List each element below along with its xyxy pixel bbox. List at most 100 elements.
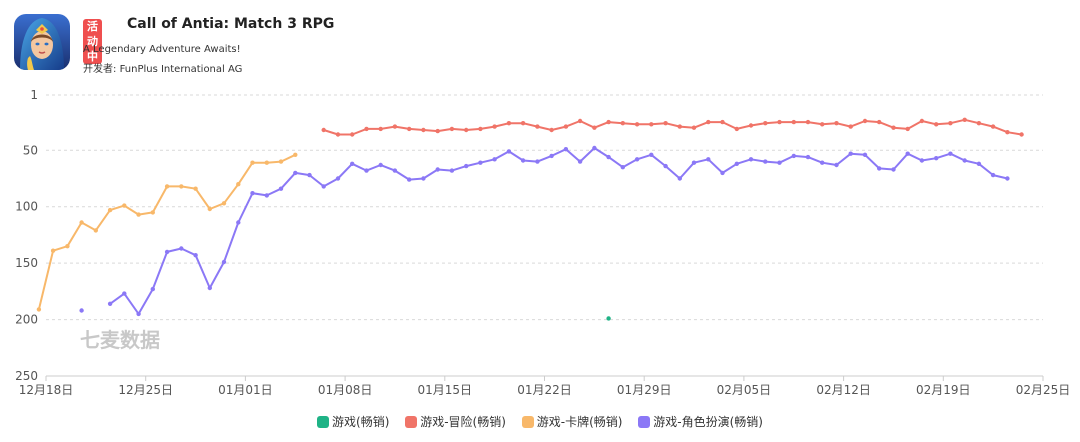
data-point-adventure[interactable] — [506, 121, 512, 126]
data-point-rpg[interactable] — [549, 153, 554, 159]
data-point-rpg[interactable] — [364, 168, 369, 173]
data-point-adventure[interactable] — [862, 118, 868, 124]
data-point-adventure[interactable] — [834, 121, 839, 126]
data-point-adventure[interactable] — [620, 121, 625, 126]
data-point-card[interactable] — [193, 186, 198, 191]
data-point-rpg[interactable] — [563, 147, 569, 152]
data-point-adventure[interactable] — [407, 126, 412, 132]
data-point-rpg[interactable] — [150, 286, 155, 292]
data-point-rpg[interactable] — [136, 311, 141, 317]
data-point-adventure[interactable] — [763, 121, 768, 126]
data-point-adventure[interactable] — [777, 119, 782, 125]
data-point-rpg[interactable] — [919, 158, 925, 163]
data-point-rpg[interactable] — [934, 156, 939, 161]
data-point-adventure[interactable] — [734, 126, 739, 132]
data-point-rpg[interactable] — [293, 170, 298, 176]
data-point-rpg[interactable] — [663, 163, 668, 169]
data-point-adventure[interactable] — [378, 126, 383, 132]
data-point-card[interactable] — [50, 248, 56, 253]
data-point-adventure[interactable] — [464, 127, 469, 133]
data-point-rpg[interactable] — [905, 151, 910, 156]
data-point-rpg[interactable] — [606, 154, 611, 160]
data-point-card[interactable] — [107, 207, 113, 213]
data-point-adventure[interactable] — [805, 119, 811, 125]
data-point-adventure[interactable] — [706, 119, 711, 125]
data-point-rpg[interactable] — [464, 163, 469, 169]
data-point-card[interactable] — [122, 203, 127, 208]
data-point-card[interactable] — [264, 160, 269, 165]
data-point-rpg[interactable] — [820, 160, 825, 165]
data-point-rpg[interactable] — [350, 161, 355, 166]
data-point-rpg[interactable] — [307, 172, 312, 178]
data-point-card[interactable] — [136, 212, 141, 217]
data-point-adventure[interactable] — [820, 122, 825, 127]
data-point-adventure[interactable] — [563, 124, 569, 129]
data-point-card[interactable] — [65, 244, 70, 249]
data-point-adventure[interactable] — [435, 128, 440, 134]
data-point-adventure[interactable] — [392, 124, 398, 129]
data-point-rpg[interactable] — [535, 159, 540, 164]
data-point-rpg[interactable] — [392, 168, 398, 173]
data-point-rpg[interactable] — [649, 152, 654, 157]
data-point-rpg[interactable] — [250, 191, 255, 196]
data-point-adventure[interactable] — [492, 124, 497, 129]
data-point-rpg[interactable] — [777, 160, 782, 165]
developer-name[interactable]: FunPlus International AG — [119, 64, 243, 75]
data-point-rpg[interactable] — [805, 154, 811, 160]
data-point-adventure[interactable] — [321, 127, 326, 133]
data-point-adventure[interactable] — [748, 123, 754, 128]
data-point-card[interactable] — [293, 152, 298, 157]
data-point-rpg[interactable] — [720, 170, 725, 176]
data-point-adventure[interactable] — [1005, 130, 1010, 135]
data-point-adventure[interactable] — [720, 119, 725, 125]
data-point-rpg[interactable] — [706, 157, 711, 162]
data-point-rpg[interactable] — [492, 157, 497, 162]
data-point-rpg[interactable] — [520, 158, 526, 163]
legend-item-rpg[interactable]: 游戏-角色扮演(畅销) — [638, 413, 763, 430]
data-point-rpg[interactable] — [421, 176, 426, 181]
data-point-rpg[interactable] — [164, 249, 170, 255]
data-point-rpg[interactable] — [207, 285, 212, 291]
data-point-adventure[interactable] — [962, 117, 967, 123]
data-point-rpg[interactable] — [877, 166, 882, 171]
data-point-rpg[interactable] — [407, 177, 412, 182]
data-point-adventure[interactable] — [592, 125, 597, 130]
data-point-adventure[interactable] — [791, 119, 796, 125]
data-point-adventure[interactable] — [976, 121, 982, 126]
legend-item-card[interactable]: 游戏-卡牌(畅销) — [521, 413, 622, 430]
data-point-card[interactable] — [278, 159, 284, 164]
data-point-adventure[interactable] — [421, 127, 426, 133]
data-point-rpg[interactable] — [677, 176, 682, 181]
data-point-card[interactable] — [221, 201, 227, 206]
data-point-adventure[interactable] — [877, 119, 882, 125]
data-point-rpg[interactable] — [734, 161, 739, 166]
data-point-rpg[interactable] — [193, 253, 198, 258]
data-point-rpg[interactable] — [763, 159, 768, 164]
data-point-rpg[interactable] — [592, 145, 597, 151]
data-point-rpg[interactable] — [834, 162, 839, 168]
data-point-rpg[interactable] — [478, 160, 483, 165]
data-point-rpg[interactable] — [221, 259, 227, 265]
data-point-rpg[interactable] — [435, 167, 440, 172]
data-point-card[interactable] — [164, 184, 170, 189]
data-point-rpg[interactable] — [264, 193, 269, 198]
data-point-rpg[interactable] — [449, 168, 455, 173]
data-point-card[interactable] — [207, 206, 212, 212]
data-point-rpg[interactable] — [791, 153, 796, 159]
data-point-rpg[interactable] — [335, 176, 341, 181]
data-point-card[interactable] — [36, 307, 42, 312]
data-point-rpg[interactable] — [848, 151, 853, 156]
legend-item-game[interactable]: 游戏(畅销) — [317, 413, 389, 430]
data-point-rpg[interactable] — [862, 152, 868, 157]
data-point-rpg[interactable] — [321, 184, 326, 189]
data-point-adventure[interactable] — [919, 118, 925, 124]
data-point-adventure[interactable] — [649, 122, 654, 127]
data-point-adventure[interactable] — [663, 121, 668, 126]
data-point-rpg[interactable] — [948, 151, 953, 156]
data-point-adventure[interactable] — [335, 132, 341, 137]
data-point-rpg[interactable] — [107, 301, 113, 306]
data-point-rpg[interactable] — [236, 220, 241, 225]
data-point-rpg[interactable] — [378, 162, 383, 168]
data-point-card[interactable] — [236, 182, 241, 187]
data-point-adventure[interactable] — [1019, 132, 1024, 137]
